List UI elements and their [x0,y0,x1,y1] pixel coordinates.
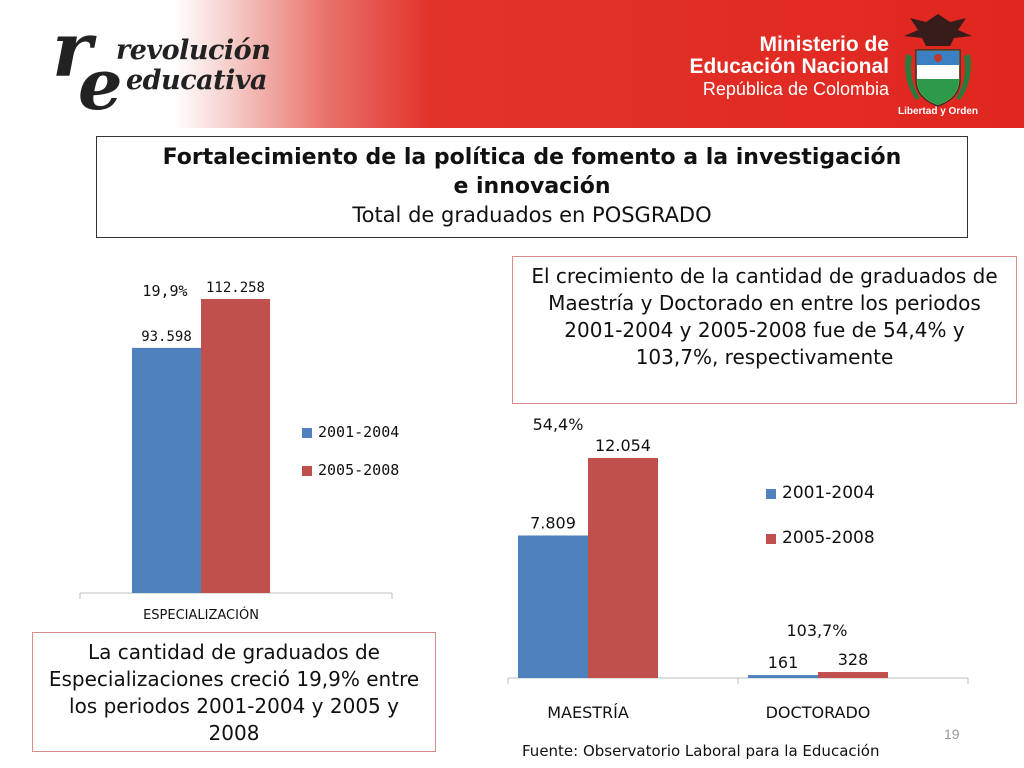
bar-2001-2004-0 [518,535,588,678]
bar-2005-2008-0 [201,299,270,593]
bar-2001-2004-1 [748,675,818,678]
growth-label: 103,7% [786,621,847,640]
ministry-line-2: Educación Nacional [689,55,889,79]
data-label: 328 [838,650,869,669]
logo-letter-r: r [52,5,93,94]
coat-of-arms-icon [904,14,972,107]
bar-2001-2004-0 [132,347,201,593]
growth-label: 19,9% [142,282,187,300]
logo-word-revolucion: revolución [116,35,271,66]
data-label: 112.258 [206,280,265,296]
title-line-1: Fortalecimiento de la política de foment… [162,145,902,170]
category-label: ESPECIALIZACIÓN [143,607,259,623]
data-label: 93.598 [141,329,192,345]
header-banner [0,0,1024,128]
data-label: 7.809 [530,513,576,532]
category-label: DOCTORADO [766,703,871,722]
growth-label: 54,4% [533,415,584,434]
motto-text: Libertad y Orden [897,106,978,117]
subtitle: Total de graduados en POSGRADO [352,203,712,227]
legend-label: 2005-2008 [782,528,875,548]
title-line-2: e innovación [453,174,611,199]
data-label: 12.054 [595,436,651,455]
logo-word-educativa: educativa [126,65,268,96]
legend-label: 2001-2004 [782,483,875,503]
legend-swatch-2005-2008 [302,466,312,476]
legend-swatch-2001-2004 [766,489,776,499]
legend-swatch-2001-2004 [302,428,312,438]
logo-letter-e: e [78,43,123,126]
data-label: 161 [768,653,799,672]
legend-label: 2005-2008 [318,461,399,479]
callout-maestria-doctorado: El crecimiento de la cantidad de graduad… [512,256,1017,404]
callout-especializacion: La cantidad de graduados de Especializac… [32,632,436,752]
legend-label: 2001-2004 [318,423,399,441]
legend-swatch-2005-2008 [766,534,776,544]
revolucion-educativa-logo: r e revolución educativa [50,12,271,120]
ministry-line-3: República de Colombia [702,79,889,100]
ministry-line-1: Ministerio de [759,33,889,56]
bar-2005-2008-0 [588,458,658,678]
page-number: 19 [944,726,960,742]
bar-2005-2008-1 [818,672,888,678]
category-label: MAESTRÍA [547,703,629,722]
source-note: Fuente: Observatorio Laboral para la Edu… [522,742,880,760]
title-box: Fortalecimiento de la política de foment… [96,136,968,238]
ministry-name: Ministerio de Educación Nacional Repúbli… [689,33,889,100]
